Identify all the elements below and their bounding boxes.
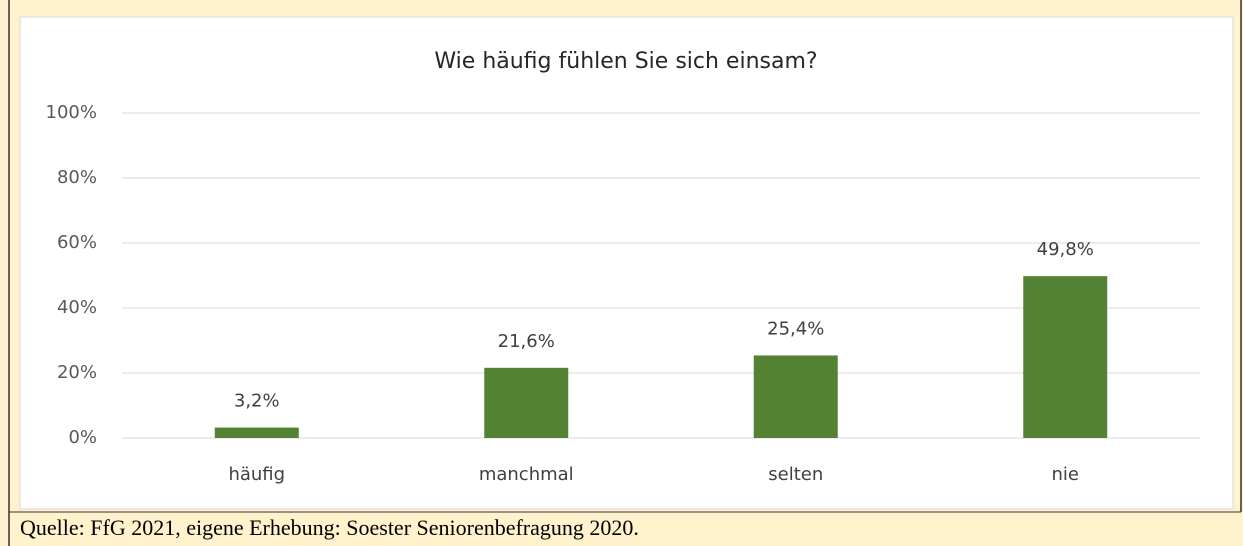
- data-label: 21,6%: [498, 331, 555, 352]
- y-tick-label: 0%: [68, 427, 97, 448]
- y-tick-label: 60%: [57, 232, 97, 253]
- source: Quelle: FfG 2021, eigene Erhebung: Soest…: [20, 515, 639, 540]
- y-tick-label: 80%: [57, 167, 97, 188]
- y-tick-label: 20%: [57, 362, 97, 383]
- data-label: 3,2%: [234, 391, 280, 412]
- bar: [1023, 276, 1108, 438]
- data-label: 25,4%: [767, 318, 824, 339]
- x-tick-label: häufig: [228, 464, 285, 485]
- data-label: 49,8%: [1037, 239, 1094, 260]
- x-tick-label: nie: [1052, 464, 1079, 485]
- bar: [484, 367, 569, 438]
- bar: [214, 427, 299, 438]
- x-tick-label: manchmal: [479, 464, 574, 485]
- y-tick-label: 100%: [46, 102, 97, 123]
- x-tick-label: selten: [768, 464, 823, 485]
- chart-title: Wie häufig fühlen Sie sich einsam?: [434, 49, 817, 74]
- bar: [753, 355, 838, 438]
- y-tick-label: 40%: [57, 297, 97, 318]
